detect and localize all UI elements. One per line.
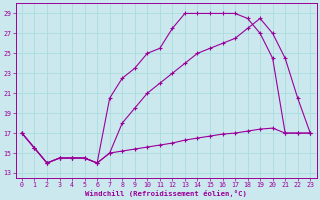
X-axis label: Windchill (Refroidissement éolien,°C): Windchill (Refroidissement éolien,°C)	[85, 190, 247, 197]
